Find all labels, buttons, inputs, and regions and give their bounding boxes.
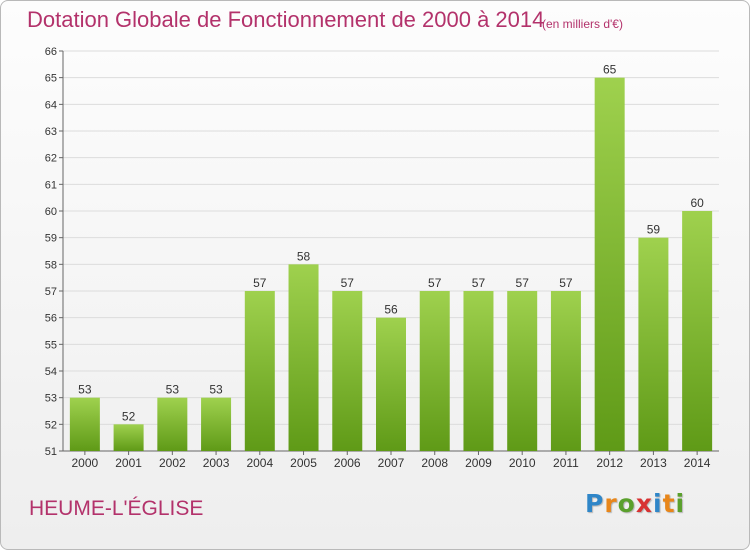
x-tick-label: 2002: [159, 456, 186, 470]
chart-subtitle: (en milliers d'€): [542, 17, 623, 31]
bar: [419, 291, 450, 451]
x-tick-label: 2008: [421, 456, 448, 470]
bar-value-label: 56: [384, 303, 398, 317]
y-tick-label: 63: [45, 126, 57, 138]
bar-value-label: 60: [690, 196, 704, 210]
x-tick-label: 2011: [553, 456, 579, 470]
commune-name: HEUME-L'ÉGLISE: [29, 497, 204, 520]
x-tick-label: 2004: [246, 456, 273, 470]
y-tick-label: 52: [45, 419, 57, 431]
y-tick-label: 59: [45, 233, 57, 245]
bar-value-label: 52: [122, 409, 136, 423]
y-tick-label: 56: [45, 313, 57, 325]
y-tick-label: 54: [45, 366, 57, 378]
y-tick-label: 65: [45, 73, 57, 85]
y-tick-label: 51: [45, 446, 57, 458]
proxiti-logo: Proxiti: [585, 489, 685, 518]
x-tick-label: 2000: [72, 456, 99, 470]
bar-value-label: 57: [341, 276, 355, 290]
bar-value-label: 57: [253, 276, 267, 290]
bar: [157, 397, 188, 451]
chart-title: Dotation Globale de Fonctionnement de 20…: [27, 7, 545, 32]
bar: [244, 291, 275, 451]
bar: [463, 291, 494, 451]
bar-value-label: 59: [647, 223, 661, 237]
bar-value-label: 53: [166, 383, 180, 397]
bar: [376, 317, 406, 451]
x-tick-label: 2003: [203, 456, 230, 470]
bar: [113, 424, 144, 451]
logo-letter: i: [653, 489, 663, 518]
y-tick-label: 62: [45, 153, 57, 165]
y-tick-label: 61: [45, 179, 57, 191]
x-tick-label: 2007: [378, 456, 405, 470]
bar-value-label: 65: [603, 63, 617, 77]
bar: [550, 291, 581, 451]
y-tick-label: 64: [45, 99, 57, 111]
bar-value-label: 53: [78, 383, 92, 397]
x-tick-label: 2005: [290, 456, 317, 470]
bar: [69, 397, 100, 451]
y-tick-label: 55: [45, 339, 57, 351]
bar-value-label: 57: [472, 276, 486, 290]
y-tick-label: 58: [45, 259, 57, 271]
bar: [507, 291, 538, 451]
x-tick-label: 2010: [509, 456, 536, 470]
logo-letter: x: [635, 489, 653, 518]
logo-letter: t: [662, 489, 676, 518]
logo-letter: P: [585, 489, 605, 518]
bars: [69, 77, 713, 452]
y-tick-label: 60: [45, 206, 57, 218]
y-tick-label: 53: [45, 393, 57, 405]
bar-value-label: 57: [428, 276, 442, 290]
x-tick-label: 2013: [640, 456, 667, 470]
labels: 51 52 53 54 55 56 57 58 59 60 61 62 63 64 65 66 53 2000 52…: [45, 46, 711, 470]
y-tick-label: 57: [45, 286, 57, 298]
x-tick-label: 2006: [334, 456, 361, 470]
logo-letter: o: [617, 489, 636, 518]
bar-value-label: 57: [559, 276, 573, 290]
y-tick-label: 66: [45, 46, 57, 58]
x-tick-label: 2012: [596, 456, 623, 470]
bar: [288, 264, 319, 451]
bar: [638, 237, 669, 451]
bar: [332, 291, 363, 451]
logo-letter: r: [604, 489, 618, 518]
x-tick-label: 2001: [115, 456, 142, 470]
bar: [682, 211, 713, 451]
x-tick-label: 2009: [465, 456, 492, 470]
logo-letter: i: [675, 489, 686, 518]
bar-value-label: 58: [297, 249, 311, 263]
x-tick-label: 2014: [684, 456, 711, 470]
bar: [594, 77, 625, 452]
bar-value-label: 53: [209, 383, 223, 397]
bar: [201, 397, 232, 451]
bar-value-label: 57: [516, 276, 530, 290]
